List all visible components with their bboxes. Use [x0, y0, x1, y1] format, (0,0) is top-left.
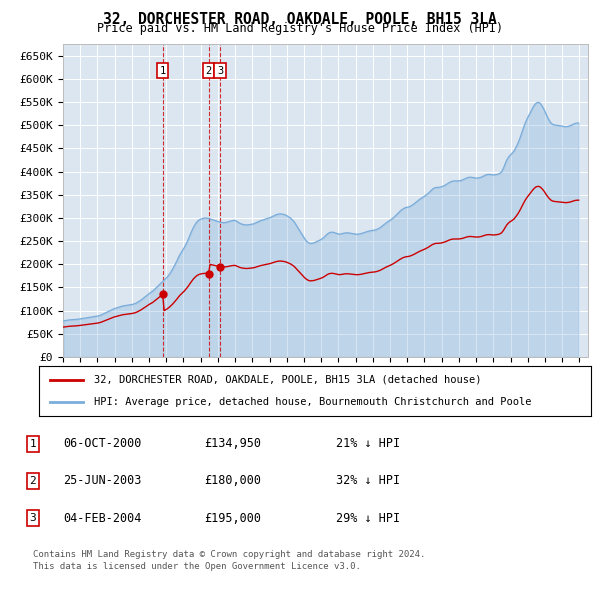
Text: 06-OCT-2000: 06-OCT-2000 [63, 437, 142, 450]
Text: This data is licensed under the Open Government Licence v3.0.: This data is licensed under the Open Gov… [33, 562, 361, 571]
Text: HPI: Average price, detached house, Bournemouth Christchurch and Poole: HPI: Average price, detached house, Bour… [94, 397, 532, 407]
Text: 32% ↓ HPI: 32% ↓ HPI [336, 474, 400, 487]
Text: Price paid vs. HM Land Registry's House Price Index (HPI): Price paid vs. HM Land Registry's House … [97, 22, 503, 35]
Text: Contains HM Land Registry data © Crown copyright and database right 2024.: Contains HM Land Registry data © Crown c… [33, 550, 425, 559]
Text: 32, DORCHESTER ROAD, OAKDALE, POOLE, BH15 3LA (detached house): 32, DORCHESTER ROAD, OAKDALE, POOLE, BH1… [94, 375, 482, 385]
Text: £195,000: £195,000 [204, 512, 261, 525]
Text: £180,000: £180,000 [204, 474, 261, 487]
Text: 2: 2 [205, 66, 212, 76]
Text: £134,950: £134,950 [204, 437, 261, 450]
Text: 21% ↓ HPI: 21% ↓ HPI [336, 437, 400, 450]
Text: 25-JUN-2003: 25-JUN-2003 [63, 474, 142, 487]
Text: 3: 3 [29, 513, 37, 523]
Text: 2: 2 [29, 476, 37, 486]
Text: 29% ↓ HPI: 29% ↓ HPI [336, 512, 400, 525]
Text: 1: 1 [29, 439, 37, 448]
Text: 1: 1 [160, 66, 166, 76]
Text: 32, DORCHESTER ROAD, OAKDALE, POOLE, BH15 3LA: 32, DORCHESTER ROAD, OAKDALE, POOLE, BH1… [103, 12, 497, 27]
Text: 04-FEB-2004: 04-FEB-2004 [63, 512, 142, 525]
Text: 3: 3 [217, 66, 223, 76]
